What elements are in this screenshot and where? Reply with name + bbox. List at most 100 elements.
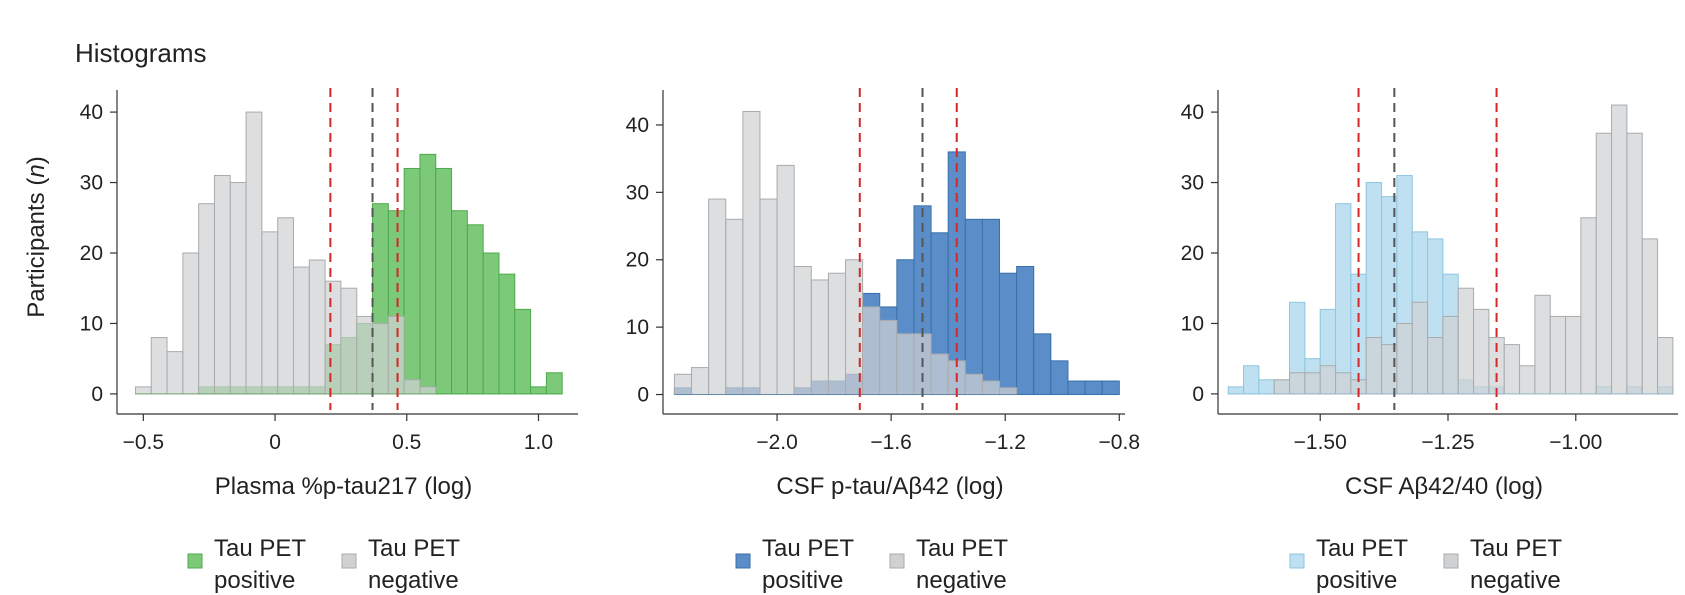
negative-bar [1626,132,1643,395]
negative-bar [245,111,263,395]
x-tick-label: 1.0 [524,431,553,454]
positive-bar [999,272,1018,396]
negative-bar [999,387,1018,396]
legend-label: negative [916,567,1007,594]
positive-bar [466,224,484,395]
negative-bar [1427,337,1444,395]
y-tick-label: 40 [1181,101,1204,124]
negative-bar [372,322,389,395]
x-axis-label: CSF p-tau/Aβ42 (log) [776,473,1003,500]
negative-bar [229,182,247,395]
legend-label: Tau PET [214,535,306,562]
positive-bar [1016,265,1035,396]
figure-title: Histograms [75,38,206,68]
negative-bar [1580,217,1597,395]
y-tick-label: 10 [80,312,103,335]
negative-bar [340,287,358,395]
negative-bar [1396,322,1413,395]
legend-swatch-positive [735,553,751,569]
legend-swatch-negative [341,553,357,569]
y-axis-label: Participants (n) [23,156,50,317]
positive-bar [1335,203,1352,395]
negative-bar [1319,365,1337,395]
legend-swatch-negative [889,553,905,569]
positive-bar [435,167,453,395]
negative-bar [387,315,405,395]
positive-bar [1258,379,1275,395]
x-tick-label: 0.5 [392,431,421,454]
negative-bar [419,386,437,395]
negative-bar [261,231,279,395]
legend-label: positive [1316,567,1397,594]
histogram-panel: 0 10 20 30 40 −1.50 −1.25 −1.00 CSF Aβ42/40 (log… [1181,88,1678,594]
negative-bar [213,175,231,395]
negative-bar [810,279,829,396]
positive-bar [530,386,547,395]
x-tick-label: 0 [269,431,281,454]
negative-bar [166,351,184,395]
legend-label: Tau PET [916,535,1008,562]
x-tick-label: −0.8 [1099,431,1140,454]
y-tick-label: 30 [80,172,103,195]
negative-bar [324,280,342,395]
negative-bar [981,380,1001,396]
positive-bar [419,153,437,395]
positive-bar [1243,365,1260,395]
y-tick-label: 30 [1181,172,1204,195]
legend-label: negative [368,567,459,594]
legend-label: Tau PET [368,535,460,562]
negative-bar [308,259,326,395]
negative-bar [1365,337,1383,395]
positive-bar [498,273,516,395]
legend-label: Tau PET [1316,535,1408,562]
y-tick-label: 20 [80,242,103,265]
x-tick-label: −0.5 [123,431,164,454]
legend-label: negative [1470,567,1561,594]
y-tick-label: 0 [637,384,649,407]
negative-bar [827,272,847,396]
negative-bar [182,252,200,395]
x-tick-label: −1.00 [1549,431,1602,454]
positive-bar [1084,380,1103,396]
negative-bar [1595,132,1613,395]
positive-bar [964,218,983,396]
negative-bar [1335,372,1352,395]
negative-bar [1611,104,1628,395]
y-tick-label: 30 [626,181,649,204]
positive-bar [1101,380,1120,396]
negative-bar [1442,315,1459,395]
y-tick-label: 0 [91,383,103,406]
positive-bar [1033,333,1052,396]
y-tick-label: 40 [80,101,103,124]
positive-bar [482,252,500,395]
negative-bar [964,373,983,396]
negative-bar [1304,372,1321,395]
negative-bar [862,306,881,396]
legend-swatch-positive [187,553,203,569]
negative-bar [1565,315,1582,395]
negative-bar [1289,372,1306,395]
negative-bar [198,203,215,395]
legend-label: positive [762,567,843,594]
negative-bar [1273,379,1291,395]
histogram-panel: 0 10 20 30 40 −0.5 0 0.5 1.0 Plasma %p-tau217 (lo… [80,88,578,594]
negative-bar [1657,337,1674,395]
y-tick-label: 10 [1181,312,1204,335]
positive-bar [451,210,468,395]
y-tick-label: 20 [626,249,649,272]
negative-bar [673,373,693,396]
negative-bar [403,379,421,395]
positive-bar [545,372,563,395]
legend-label: positive [214,567,295,594]
negative-bar [1641,238,1659,395]
x-axis-label: CSF Aβ42/40 (log) [1345,473,1543,500]
x-tick-label: −1.6 [870,431,911,454]
x-tick-label: −1.25 [1421,431,1474,454]
positive-bar [981,218,1001,396]
x-tick-label: −1.50 [1294,431,1347,454]
negative-bar [1549,315,1567,395]
negative-bar [725,218,744,396]
negative-bar [896,333,915,396]
positive-bar [1067,380,1086,396]
